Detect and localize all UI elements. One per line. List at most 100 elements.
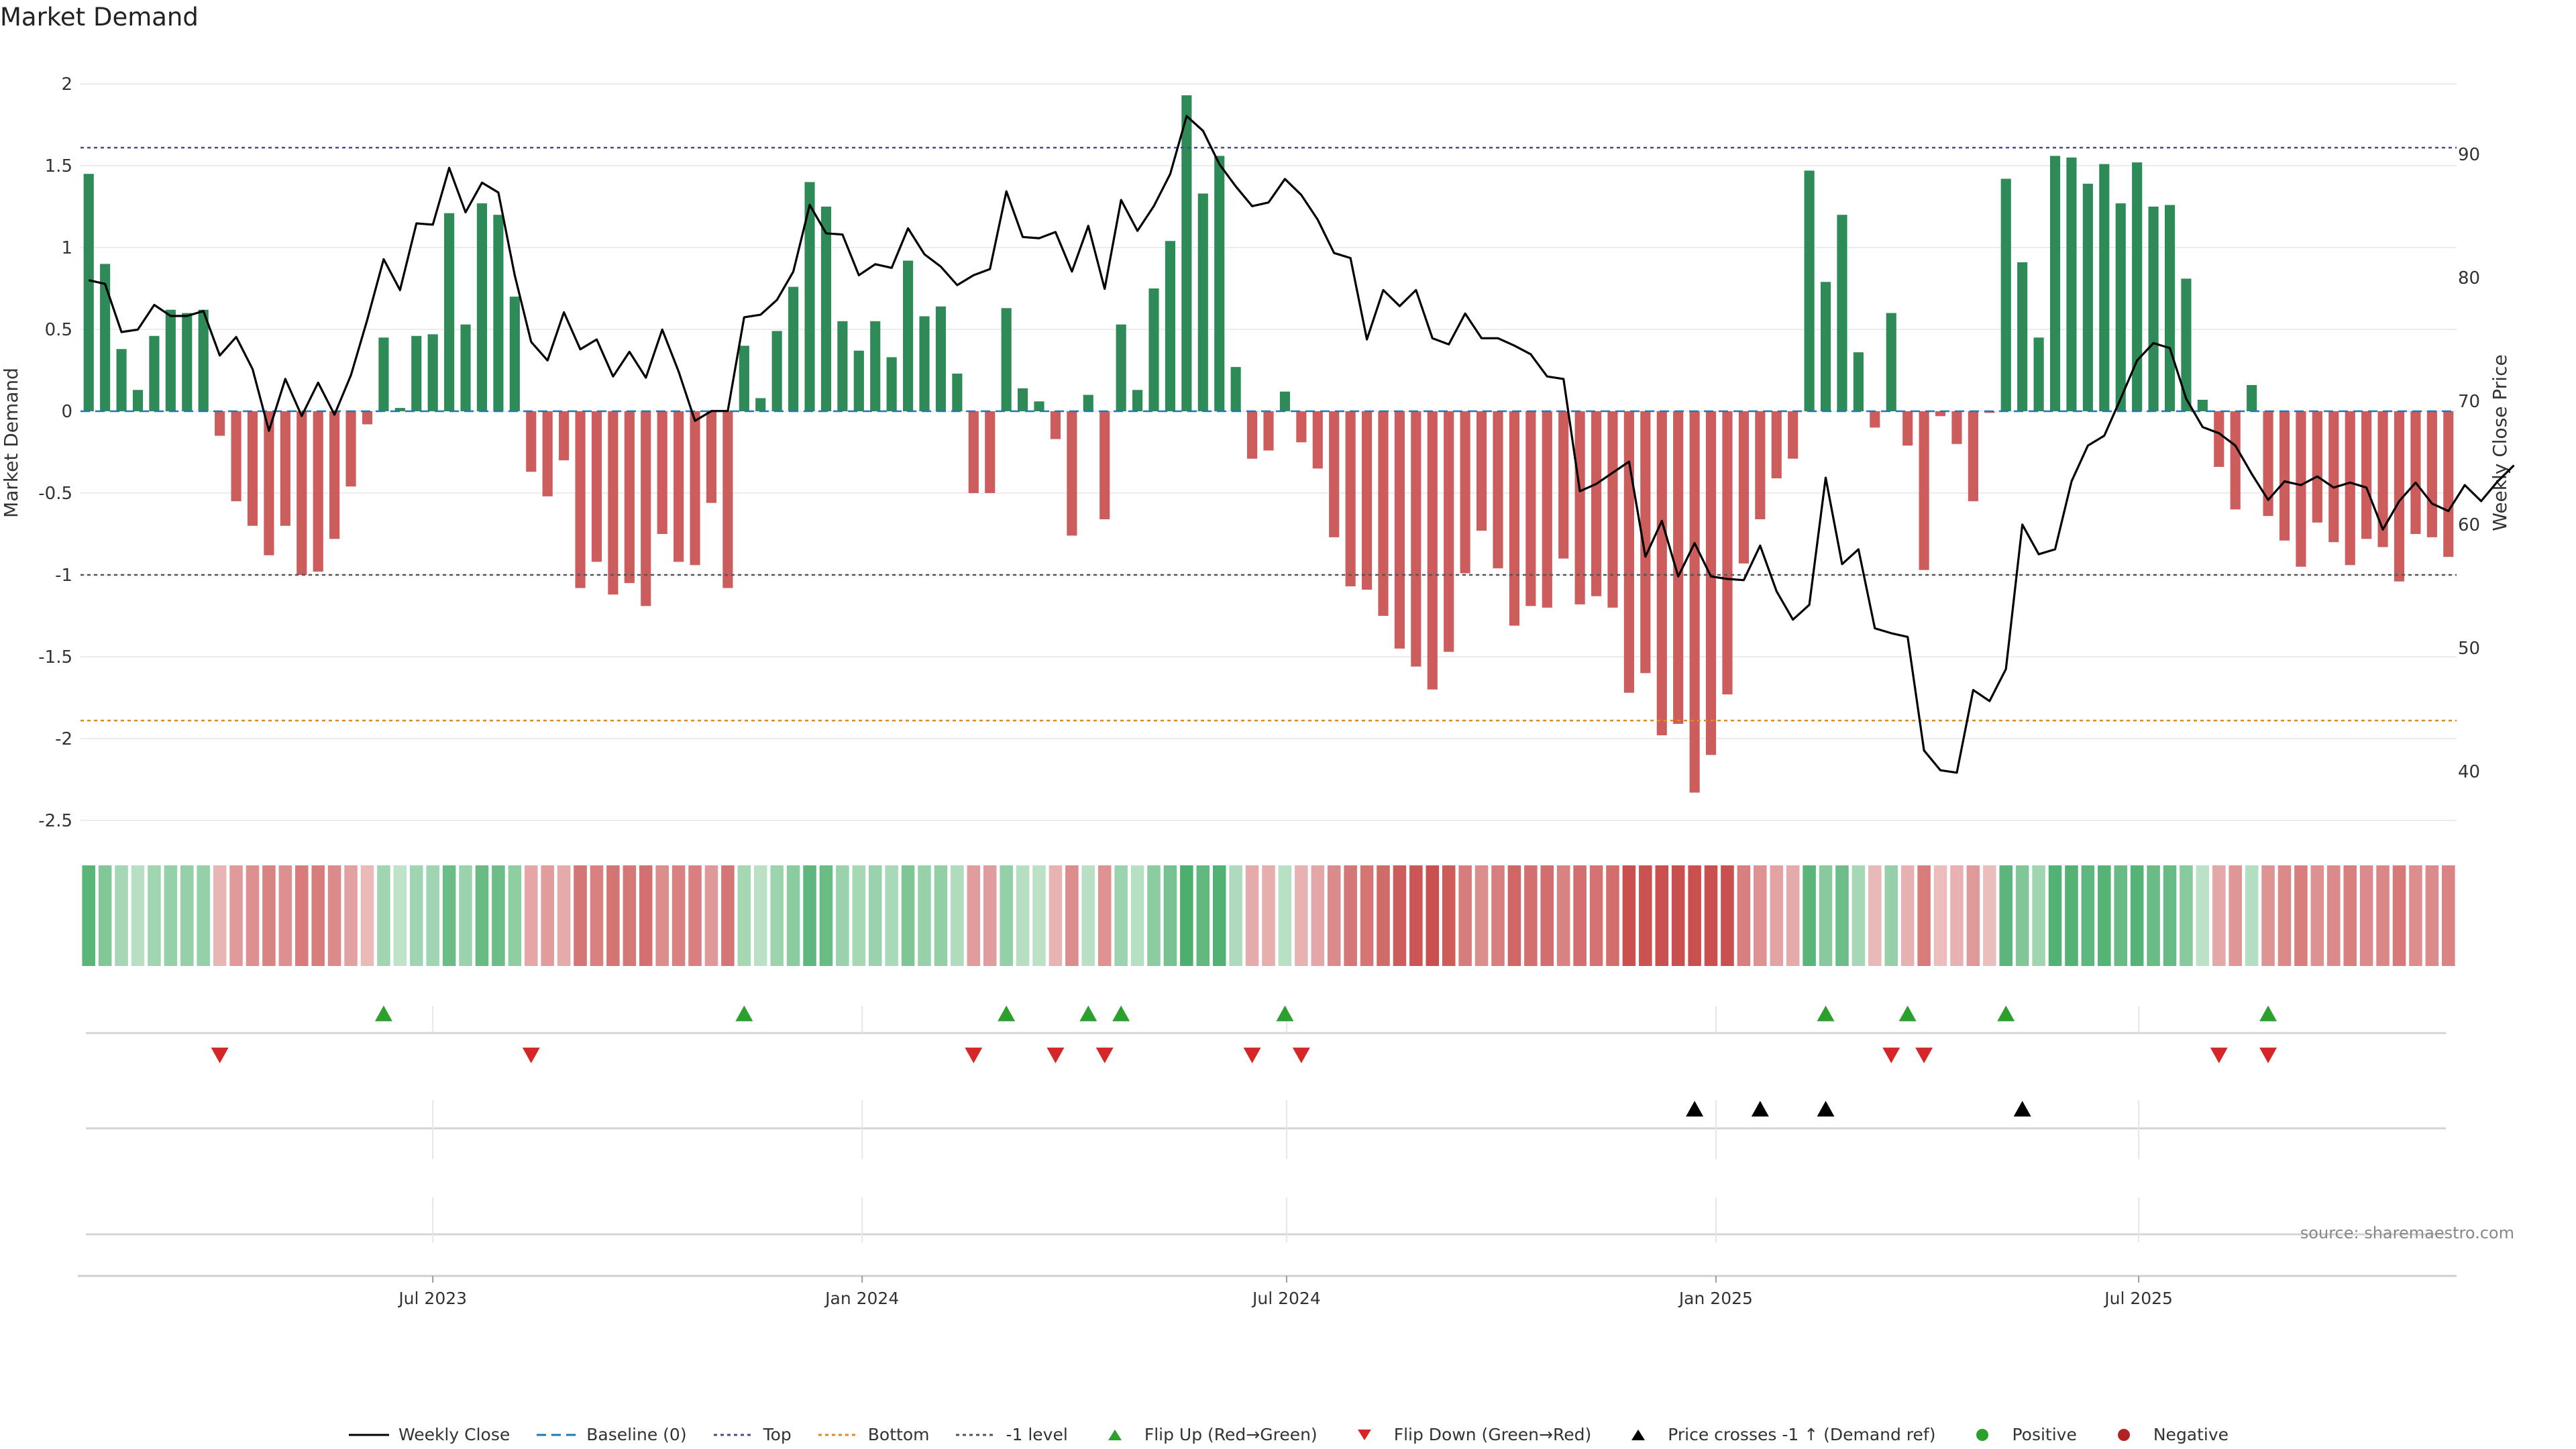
heat-cell bbox=[1754, 865, 1767, 966]
demand-bar bbox=[2426, 411, 2437, 537]
demand-bar bbox=[1394, 411, 1405, 649]
demand-bar bbox=[1623, 411, 1634, 693]
demand-bar bbox=[1050, 411, 1061, 439]
heat-cell bbox=[1606, 865, 1619, 966]
heat-cell bbox=[2098, 865, 2111, 966]
heat-cell bbox=[1295, 865, 1308, 966]
demand-bar bbox=[853, 350, 864, 411]
demand-bar bbox=[1165, 241, 1176, 411]
demand-bar bbox=[329, 411, 340, 539]
heat-cell bbox=[1147, 865, 1161, 966]
source-credit: source: sharemaestro.com bbox=[2300, 1224, 2514, 1242]
demand-bar bbox=[100, 264, 111, 411]
y2-tick-label: 60 bbox=[2458, 515, 2480, 535]
heat-cell bbox=[1688, 865, 1701, 966]
heat-cell bbox=[1278, 865, 1292, 966]
heat-cell bbox=[1655, 865, 1669, 966]
heat-cell bbox=[148, 865, 161, 966]
heat-cell bbox=[1868, 865, 1882, 966]
heat-cell bbox=[1212, 865, 1226, 966]
demand-bar bbox=[1820, 282, 1831, 411]
demand-bar bbox=[1001, 308, 1012, 411]
price-cross-marker bbox=[2013, 1101, 2031, 1117]
heat-cell bbox=[688, 865, 702, 966]
x-tick-label: Jan 2024 bbox=[824, 1289, 899, 1308]
heat-cell bbox=[852, 865, 866, 966]
heat-cell bbox=[753, 865, 767, 966]
heat-cell bbox=[2376, 865, 2390, 966]
legend-item: Top bbox=[712, 1425, 792, 1444]
heat-cell bbox=[672, 865, 686, 966]
demand-bar bbox=[1853, 352, 1864, 411]
heat-cell bbox=[508, 865, 522, 966]
y-tick-label: -2 bbox=[55, 729, 72, 749]
flip-up-marker bbox=[998, 1006, 1016, 1022]
demand-bar bbox=[247, 411, 258, 526]
demand-bar bbox=[116, 349, 127, 411]
demand-bar bbox=[624, 411, 635, 584]
demand-bar bbox=[526, 411, 537, 472]
heat-cell bbox=[2114, 865, 2128, 966]
demand-bar bbox=[2361, 411, 2372, 539]
legend-label: Positive bbox=[2012, 1425, 2077, 1444]
heat-cell bbox=[2212, 865, 2226, 966]
y-tick-label: 1.5 bbox=[45, 156, 72, 176]
demand-bar bbox=[476, 203, 488, 411]
demand-bar bbox=[968, 411, 979, 493]
demand-bar bbox=[1574, 411, 1585, 604]
heat-cell bbox=[311, 865, 325, 966]
heat-cell bbox=[2310, 865, 2324, 966]
demand-bar bbox=[1296, 411, 1307, 443]
heat-cell bbox=[98, 865, 112, 966]
demand-bar bbox=[394, 408, 405, 411]
demand-bar bbox=[1640, 411, 1651, 674]
demand-bar bbox=[2247, 384, 2257, 411]
demand-bar bbox=[2164, 205, 2176, 411]
heat-cell bbox=[197, 865, 210, 966]
demand-bar bbox=[1378, 411, 1389, 616]
demand-bar bbox=[1116, 324, 1126, 411]
demand-bar bbox=[378, 337, 389, 411]
demand-bar bbox=[706, 411, 717, 503]
demand-bar bbox=[1837, 215, 1847, 411]
demand-bar bbox=[870, 321, 881, 411]
flip-up-marker bbox=[374, 1006, 392, 1022]
heat-cell bbox=[2081, 865, 2095, 966]
demand-bar bbox=[444, 213, 455, 411]
heat-cell bbox=[164, 865, 178, 966]
demand-bar bbox=[2049, 156, 2061, 412]
demand-bar bbox=[2410, 411, 2421, 534]
heat-cell bbox=[1327, 865, 1341, 966]
demand-bar bbox=[542, 411, 553, 496]
demand-bar bbox=[771, 331, 782, 411]
demand-bar bbox=[231, 411, 241, 502]
demand-bar bbox=[690, 411, 700, 566]
heat-cell bbox=[918, 865, 931, 966]
flip-down-marker bbox=[1243, 1047, 1261, 1063]
heat-cell bbox=[786, 865, 800, 966]
heat-cell bbox=[737, 865, 751, 966]
price-cross-marker bbox=[1686, 1101, 1704, 1117]
demand-bar bbox=[1705, 411, 1717, 755]
heat-cell bbox=[2425, 865, 2439, 966]
y2-tick-label: 80 bbox=[2458, 268, 2480, 288]
heat-cell bbox=[2327, 865, 2341, 966]
heat-cell bbox=[1245, 865, 1259, 966]
y2-tick-label: 40 bbox=[2458, 762, 2480, 782]
demand-bar bbox=[591, 411, 602, 562]
legend-item: Bottom bbox=[817, 1425, 929, 1444]
y2-tick-label: 50 bbox=[2458, 639, 2480, 659]
demand-bar bbox=[985, 411, 996, 493]
heat-cell bbox=[1344, 865, 1357, 966]
demand-bar bbox=[2181, 278, 2192, 411]
demand-bar bbox=[2328, 411, 2339, 543]
flip-down-marker bbox=[965, 1047, 983, 1063]
legend-label: Top bbox=[763, 1425, 792, 1444]
demand-bar bbox=[1312, 411, 1323, 469]
demand-bar bbox=[1919, 411, 1929, 570]
demand-bar bbox=[1673, 411, 1684, 724]
flip-down-marker bbox=[2259, 1047, 2277, 1063]
heat-cell bbox=[1229, 865, 1242, 966]
legend-item: Negative bbox=[2102, 1425, 2229, 1444]
heat-cell bbox=[1000, 865, 1013, 966]
